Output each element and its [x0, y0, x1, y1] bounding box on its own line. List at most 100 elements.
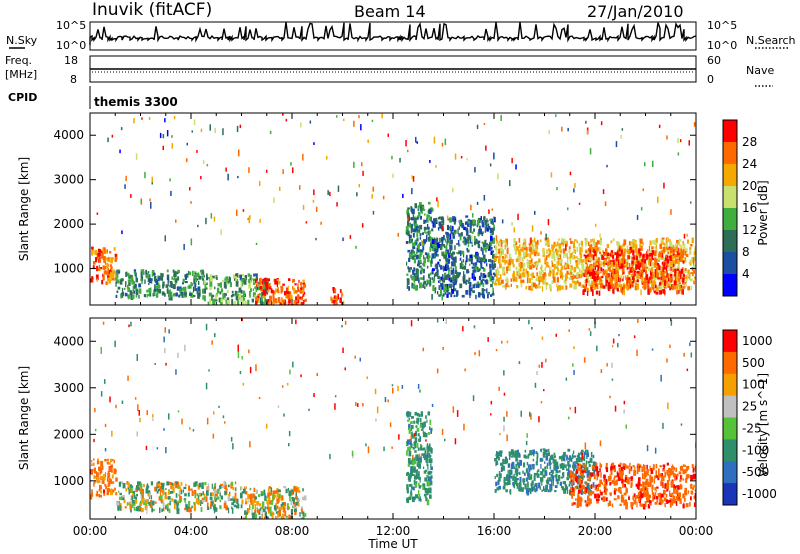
heatmap-cell [164, 118, 166, 123]
heatmap-cell [606, 257, 608, 260]
heatmap-cell [104, 483, 107, 487]
heatmap-cell [244, 515, 247, 519]
heatmap-cell [607, 286, 610, 291]
heatmap-cell [575, 469, 579, 474]
heatmap-cell [546, 237, 549, 240]
heatmap-cell [297, 499, 301, 502]
heatmap-cell [551, 454, 554, 460]
heatmap-cell [245, 513, 247, 517]
heatmap-cell [594, 242, 598, 248]
heatmap-cell [277, 505, 279, 510]
heatmap-cell [156, 291, 159, 294]
heatmap-cell [406, 273, 409, 276]
heatmap-cell [416, 231, 419, 238]
heatmap-cell [233, 504, 237, 508]
heatmap-cell [495, 278, 499, 282]
heatmap-cell [438, 264, 441, 268]
heatmap-cell [334, 299, 337, 305]
heatmap-cell [288, 431, 291, 437]
heatmap-cell [503, 482, 507, 485]
heatmap-cell [418, 229, 421, 233]
heatmap-cell [408, 496, 412, 500]
heatmap-cell [545, 449, 548, 453]
heatmap-cell [115, 404, 117, 409]
heatmap-cell [525, 455, 528, 459]
heatmap-cell [425, 439, 427, 442]
heatmap-cell [518, 482, 522, 488]
heatmap-cell [459, 220, 461, 225]
heatmap-cell [143, 483, 145, 488]
heatmap-cell [508, 257, 512, 263]
heatmap-cell [97, 458, 99, 462]
heatmap-cell [663, 285, 667, 288]
heatmap-cell [603, 477, 605, 482]
heatmap-cell [407, 218, 410, 223]
heatmap-cell [502, 465, 505, 471]
heatmap-cell [258, 284, 262, 288]
heatmap-cell [531, 272, 535, 279]
heatmap-cell [132, 500, 136, 506]
heatmap-cell [490, 294, 493, 297]
heatmap-cell [148, 501, 151, 506]
heatmap-cell [167, 280, 169, 287]
heatmap-cell [583, 357, 586, 363]
heatmap-cell [417, 447, 420, 451]
heatmap-cell [170, 485, 172, 489]
heatmap-cell [585, 255, 588, 258]
heatmap-cell [643, 277, 646, 283]
heatmap-cell [632, 249, 635, 256]
heatmap-cell [683, 464, 685, 467]
heatmap-cell [237, 299, 240, 305]
heatmap-cell [659, 256, 662, 260]
heatmap-cell [556, 478, 559, 485]
heatmap-cell [640, 289, 642, 296]
heatmap-cell [643, 463, 645, 467]
heatmap-cell [418, 476, 421, 481]
heatmap-cell [529, 238, 531, 244]
heatmap-cell [465, 215, 469, 218]
heatmap-cell [278, 281, 281, 285]
heatmap-cell [553, 452, 556, 456]
heatmap-cell [663, 497, 667, 501]
heatmap-cell [665, 243, 668, 249]
heatmap-cell [130, 503, 134, 508]
heatmap-cell [512, 451, 514, 456]
heatmap-cell [649, 501, 652, 506]
heatmap-cell [581, 488, 583, 495]
heatmap-cell [554, 485, 558, 488]
heatmap-cell [679, 485, 681, 490]
heatmap-cell [628, 278, 632, 285]
heatmap-cell [99, 258, 102, 263]
heatmap-cell [500, 247, 503, 252]
heatmap-cell [420, 422, 423, 425]
heatmap-cell [334, 403, 336, 410]
heatmap-cell [553, 241, 556, 244]
heatmap-cell [672, 263, 675, 267]
heatmap-cell [341, 291, 343, 298]
heatmap-cell [683, 283, 687, 289]
heatmap-cell [418, 254, 421, 260]
heatmap-cell [161, 273, 164, 277]
heatmap-cell [689, 502, 691, 507]
heatmap-cell [416, 462, 419, 467]
heatmap-cell [110, 275, 112, 281]
heatmap-cell [209, 274, 213, 279]
heatmap-cell [630, 502, 634, 506]
heatmap-cell [456, 272, 459, 275]
heatmap-cell [289, 291, 292, 296]
heatmap-cell [220, 298, 223, 303]
heatmap-cell [99, 484, 102, 490]
heatmap-cell [551, 260, 553, 264]
heatmap-cell [406, 488, 409, 494]
heatmap-cell [316, 372, 318, 376]
heatmap-cell [297, 286, 299, 292]
heatmap-cell [247, 299, 250, 305]
heatmap-cell [457, 240, 460, 246]
heatmap-cell [694, 276, 696, 280]
heatmap-cell [127, 287, 131, 291]
heatmap-cell [487, 294, 489, 299]
heatmap-cell [682, 273, 685, 278]
heatmap-cell [429, 283, 431, 287]
heatmap-cell [290, 509, 292, 513]
heatmap-cell [461, 223, 464, 227]
